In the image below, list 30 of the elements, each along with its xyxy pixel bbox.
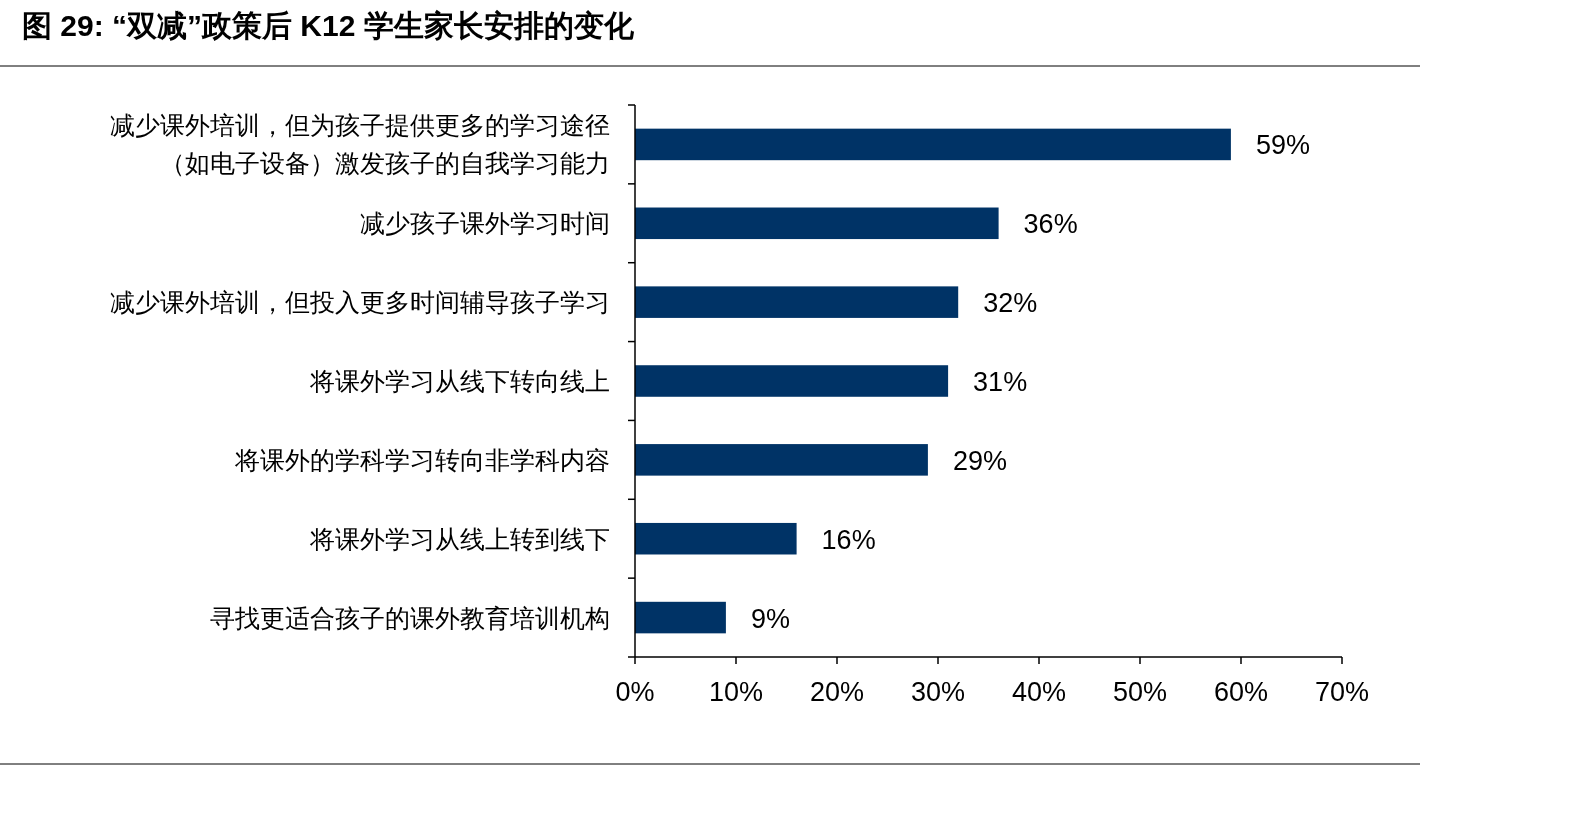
y-tick-label: 减少课外培训，但为孩子提供更多的学习途径（如电子设备）激发孩子的自我学习能力 <box>110 111 610 178</box>
x-tick-label: 40% <box>1011 677 1067 707</box>
bar <box>635 365 949 397</box>
y-tick-label: 减少课外培训，但投入更多时间辅导孩子学习 <box>110 288 610 317</box>
x-tick-label: 50% <box>1112 677 1168 707</box>
bar <box>635 128 1231 161</box>
x-tick-label: 70% <box>1314 677 1370 707</box>
x-tick-label: 10% <box>708 677 764 707</box>
data-label: 59% <box>1255 130 1310 161</box>
text: 图 29: “双减”政策后 K12 学生家长安排的变化 <box>22 9 635 42</box>
x-tick-label: 60% <box>1213 677 1269 707</box>
y-tick-label: 寻找更适合孩子的课外教育培训机构 <box>210 603 610 632</box>
x-tick-label: 0% <box>615 677 655 707</box>
y-tick-label: 将课外的学科学习转向非学科内容 <box>234 445 610 474</box>
y-tick-label: 减少孩子课外学习时间 <box>360 209 610 238</box>
bar <box>635 207 999 240</box>
bar <box>635 286 959 318</box>
data-label: 31% <box>973 367 1028 397</box>
y-tick-label: 将课外学习从线下转向线上 <box>309 367 610 395</box>
data-label: 16% <box>821 524 876 555</box>
data-label: 36% <box>1023 209 1078 240</box>
data-label: 32% <box>983 288 1038 319</box>
data-label: 29% <box>952 445 1007 476</box>
bar <box>635 522 797 555</box>
x-tick-label: 20% <box>809 677 865 707</box>
data-label: 9% <box>750 603 790 634</box>
bar <box>635 444 928 476</box>
x-tick-label: 30% <box>910 677 966 707</box>
y-tick-label: 将课外学习从线上转到线下 <box>309 524 610 553</box>
bar <box>635 601 726 634</box>
